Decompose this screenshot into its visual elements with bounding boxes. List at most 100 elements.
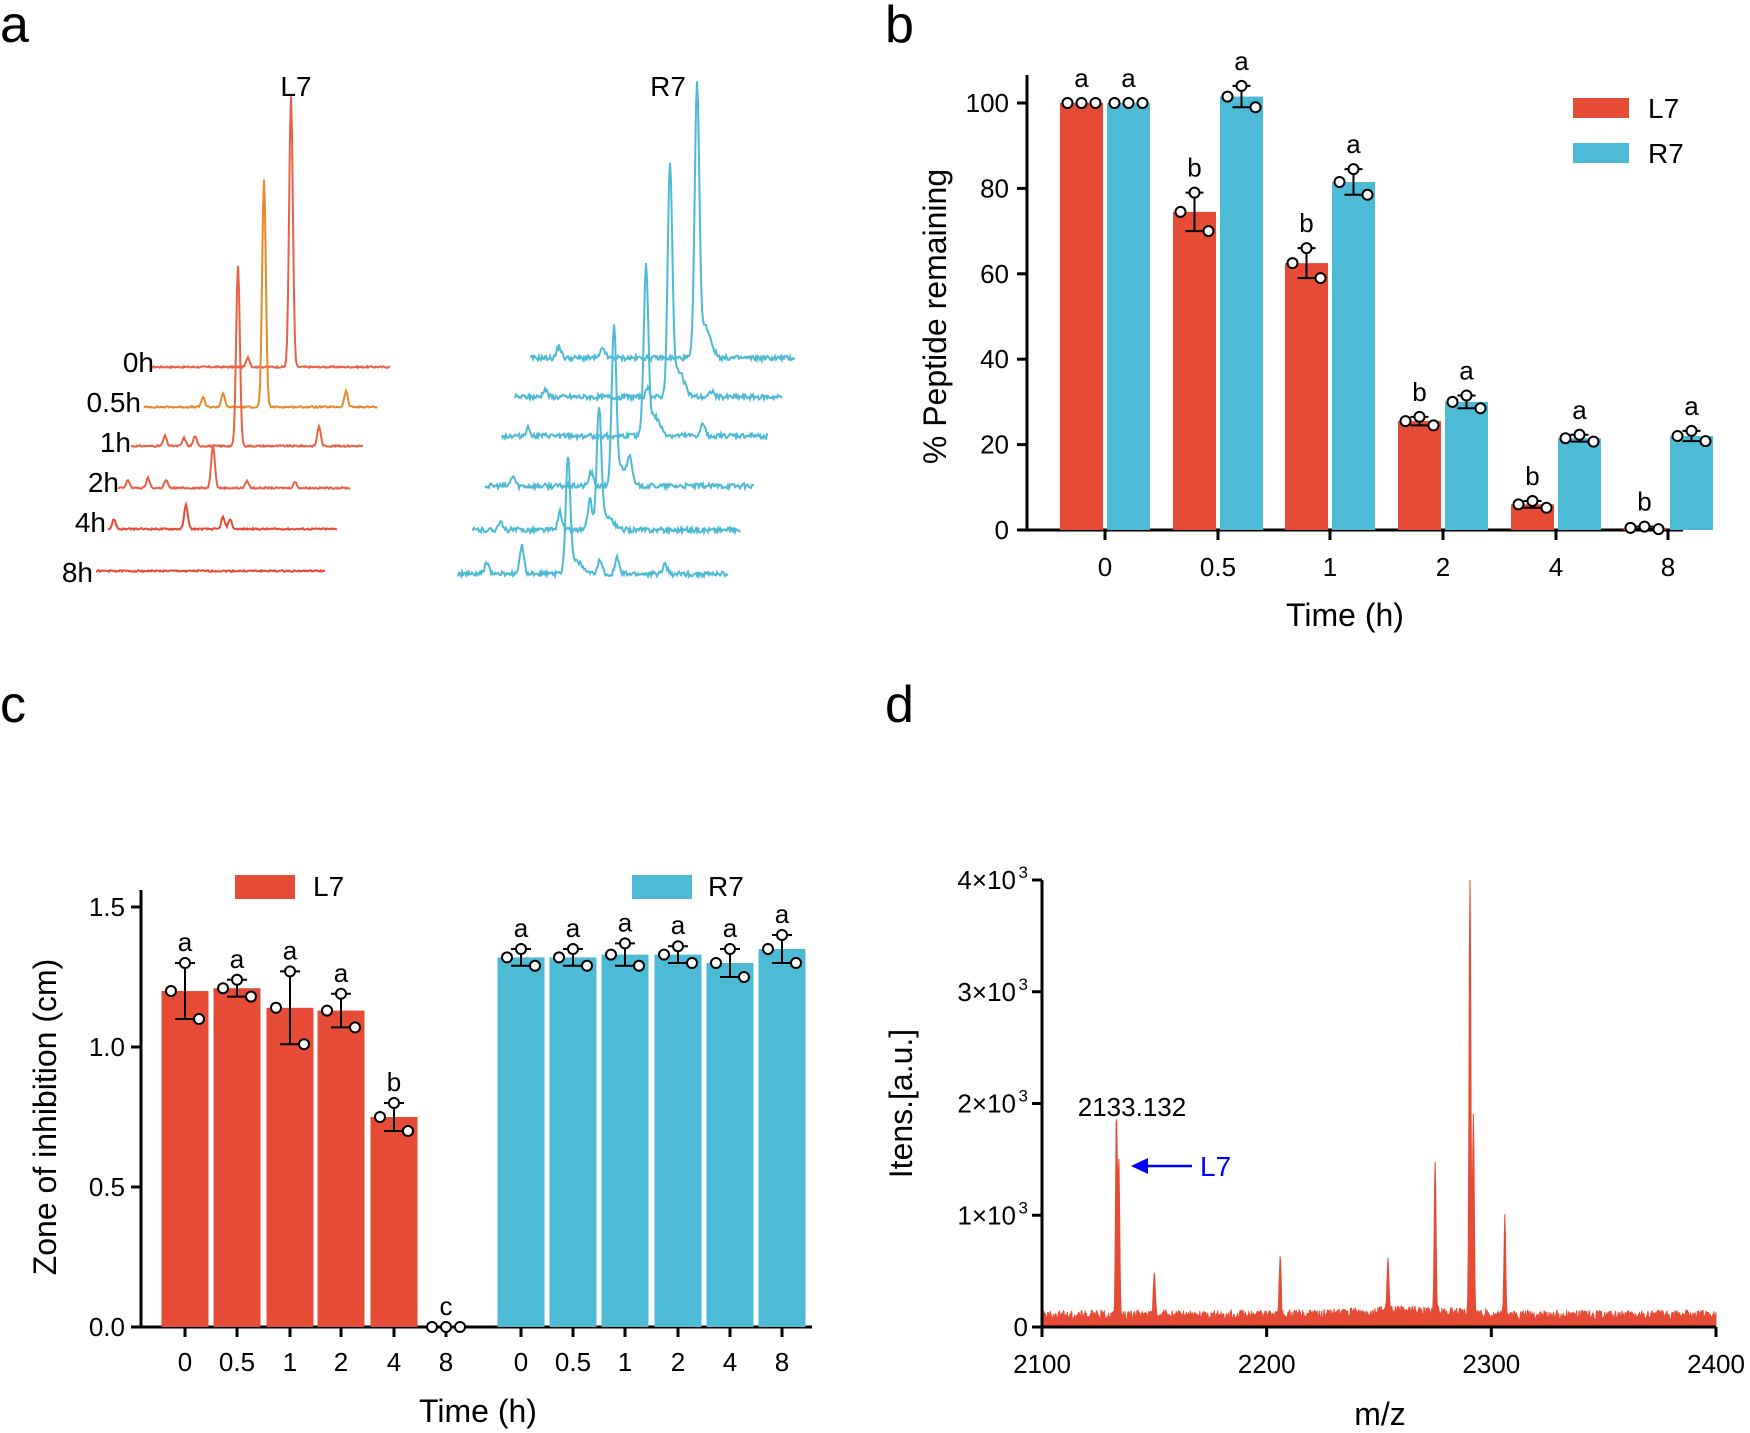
replicate-point	[1122, 97, 1135, 109]
significance-letter: a	[1684, 391, 1699, 421]
replicate-point	[217, 982, 229, 995]
l7-bar	[213, 988, 261, 1327]
x-tick-label: 4	[387, 1347, 401, 1377]
replicate-point	[1699, 435, 1712, 448]
r7-group-label: R7	[650, 71, 686, 102]
replicate-point	[619, 937, 631, 950]
significance-letter: a	[566, 913, 581, 943]
significance-letter: a	[514, 913, 529, 943]
panel-b-peptide-remaining-chart: 0 20 40 60 80 100 0 0.5 1 2 4 8 Time (h) % Peptide re…	[917, 46, 1713, 633]
r7-bar	[1670, 436, 1713, 530]
trace-label-0h: 0h	[123, 347, 154, 378]
x-tick-label: 1	[618, 1347, 632, 1377]
y-tick-label: 3×10	[957, 977, 1016, 1007]
trace-label-8h: 8h	[62, 557, 93, 588]
spectrum-trace	[1041, 879, 1717, 1328]
replicate-point	[1638, 520, 1651, 533]
replicate-point	[1333, 175, 1346, 188]
x-tick-label: 1	[283, 1347, 297, 1377]
x-tick-label: 0	[1098, 552, 1112, 582]
l7-bar	[1285, 263, 1328, 530]
replicate-point	[349, 1021, 361, 1034]
trace-label-0.5h: 0.5h	[87, 387, 142, 418]
r7-bar	[1445, 401, 1488, 530]
replicate-point	[1235, 79, 1248, 92]
y-tick-label: 60	[980, 259, 1009, 289]
l7-bar	[1060, 103, 1103, 530]
replicate-point	[321, 1004, 333, 1017]
replicate-point	[1587, 435, 1600, 448]
y-tick-label: 1×10	[957, 1200, 1016, 1230]
x-axis-title: m/z	[1354, 1396, 1406, 1432]
significance-letter: a	[1459, 355, 1474, 385]
y-tick-label: 0	[1014, 1312, 1028, 1342]
y-tick-label: 1.0	[89, 1032, 125, 1062]
l7-trace-8h	[95, 568, 326, 574]
replicate-point	[388, 1097, 400, 1109]
replicate-point	[1314, 272, 1327, 285]
replicate-point	[1286, 257, 1299, 270]
significance-letter: a	[1346, 129, 1361, 159]
replicate-point	[1089, 97, 1102, 109]
l7-arrow-head	[1131, 1158, 1148, 1174]
l7-arrow-label: L7	[1200, 1151, 1231, 1182]
replicate-point	[1540, 501, 1553, 514]
panel-label-d: d	[885, 676, 914, 734]
trace-label-2h: 2h	[88, 467, 119, 498]
r7-trace-2h	[484, 324, 755, 493]
significance-letter: a	[178, 927, 193, 957]
y-tick-label: 2×10	[957, 1089, 1016, 1119]
x-tick-label: 2100	[1013, 1349, 1071, 1379]
replicate-point	[553, 951, 565, 964]
replicate-point	[1361, 188, 1374, 201]
x-tick-label: 2	[1436, 552, 1450, 582]
replicate-point	[231, 973, 243, 986]
x-tick-label: 8	[1661, 552, 1675, 582]
r7-bar	[654, 954, 702, 1327]
significance-letter: b	[1299, 208, 1313, 238]
replicate-point	[529, 959, 541, 972]
x-tick-label: 2200	[1238, 1349, 1296, 1379]
y-tick-label: 1.5	[89, 892, 125, 922]
significance-letter: a	[1572, 395, 1587, 425]
x-tick-label: 2	[671, 1347, 685, 1377]
replicate-point	[1446, 395, 1459, 408]
l7-bar	[161, 991, 209, 1327]
r7-bar	[549, 957, 597, 1327]
y-axis-title: Zone of inhibition (cm)	[27, 959, 63, 1276]
replicate-point	[672, 940, 684, 953]
x-tick-label: 0.5	[555, 1347, 591, 1377]
panel-label-b: b	[885, 0, 914, 54]
significance-letter: a	[1074, 63, 1089, 93]
y-axis-title: % Peptide remaining	[917, 169, 953, 464]
significance-letter: b	[1187, 153, 1201, 183]
legend-label-L7: L7	[313, 871, 344, 902]
replicate-point	[1300, 242, 1313, 255]
y-tick-exponent: 3	[1019, 1198, 1028, 1217]
r7-bar	[1558, 438, 1601, 530]
significance-letter: a	[283, 935, 298, 965]
x-tick-label: 4	[723, 1347, 737, 1377]
replicate-point	[686, 957, 698, 969]
replicate-point	[1249, 101, 1262, 114]
replicate-point	[1221, 90, 1234, 103]
significance-letter: a	[671, 910, 686, 940]
replicate-point	[335, 987, 347, 1000]
l7-bar	[266, 1007, 314, 1327]
replicate-point	[633, 959, 645, 972]
replicate-point	[426, 1321, 438, 1333]
replicate-point	[1202, 225, 1215, 238]
significance-letter: a	[618, 907, 633, 937]
replicate-point	[1526, 494, 1539, 507]
y-tick-label: 4×10	[957, 865, 1016, 895]
r7-trace-4h	[471, 407, 741, 537]
panel-label-c: c	[0, 676, 26, 734]
y-tick-label: 80	[980, 173, 1009, 203]
replicate-point	[454, 1321, 466, 1333]
y-tick-label: 0.5	[89, 1172, 125, 1202]
replicate-point	[284, 965, 296, 978]
significance-letter: b	[387, 1067, 401, 1097]
significance-letter: a	[230, 944, 245, 974]
replicate-point	[1136, 97, 1149, 109]
x-tick-label: 0	[514, 1347, 528, 1377]
